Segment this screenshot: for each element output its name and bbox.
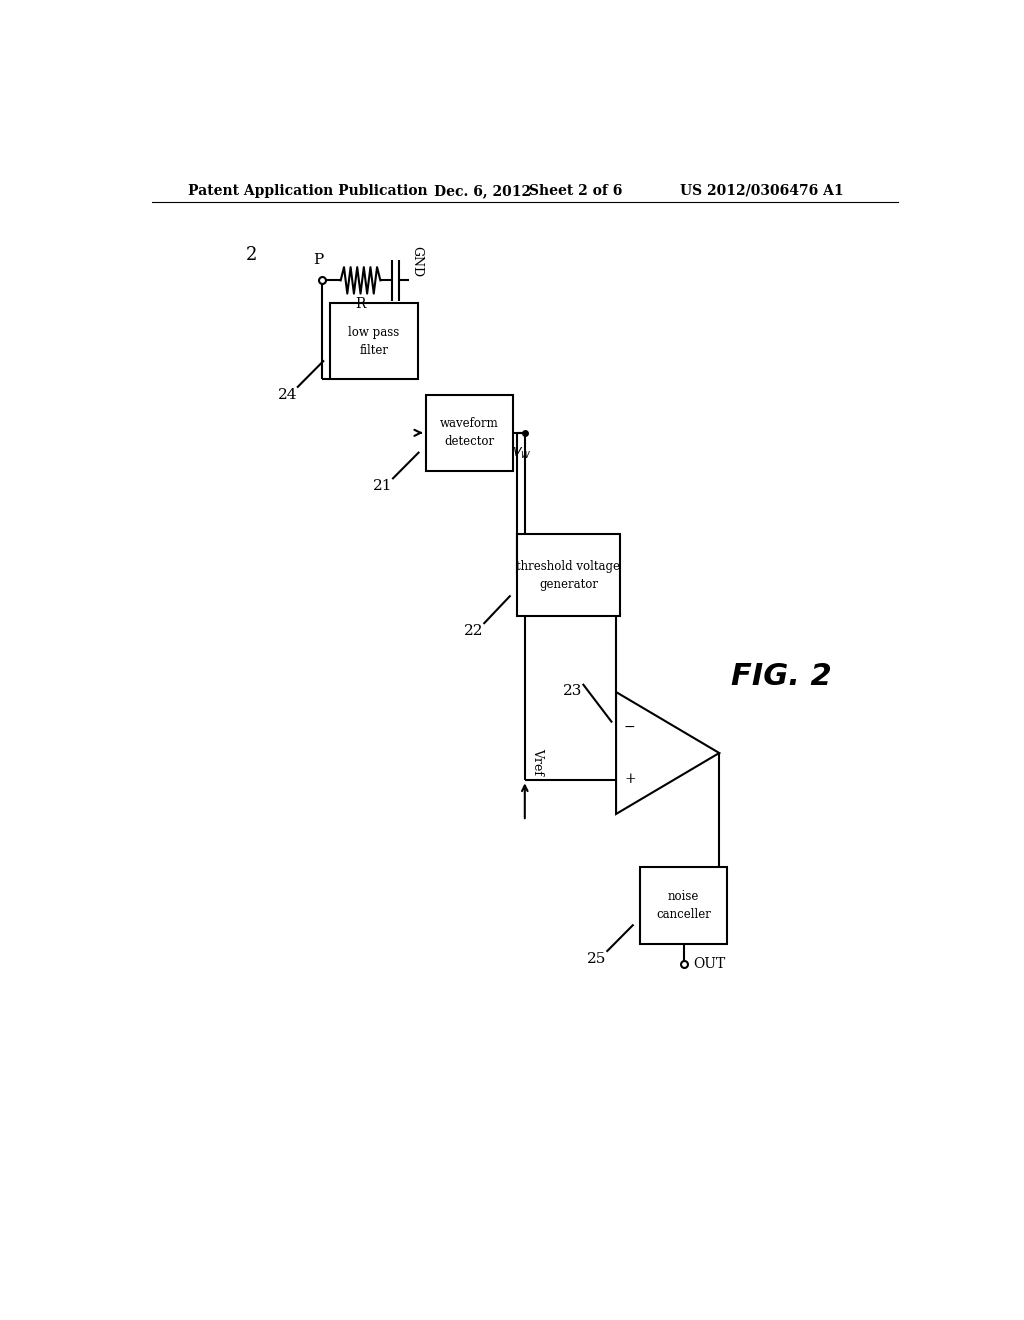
Text: noise
canceller: noise canceller	[656, 890, 711, 921]
Text: +: +	[624, 772, 636, 785]
Text: Patent Application Publication: Patent Application Publication	[187, 183, 427, 198]
Bar	[640, 867, 727, 944]
Bar	[426, 395, 513, 471]
Text: GND: GND	[411, 247, 424, 277]
Text: $V_W$: $V_W$	[512, 446, 531, 461]
Polygon shape	[616, 692, 719, 814]
Text: 22: 22	[464, 624, 483, 638]
Text: 21: 21	[373, 479, 392, 494]
Text: US 2012/0306476 A1: US 2012/0306476 A1	[680, 183, 843, 198]
Bar	[517, 535, 621, 616]
Text: 24: 24	[278, 388, 297, 401]
Text: Vref: Vref	[531, 748, 544, 775]
Text: FIG. 2: FIG. 2	[731, 663, 831, 692]
Text: R: R	[355, 297, 366, 310]
Text: Sheet 2 of 6: Sheet 2 of 6	[528, 183, 623, 198]
Text: 23: 23	[563, 684, 583, 698]
Text: waveform
detector: waveform detector	[440, 417, 499, 449]
Text: Dec. 6, 2012: Dec. 6, 2012	[433, 183, 530, 198]
Text: low pass
filter: low pass filter	[348, 326, 399, 356]
Text: 25: 25	[587, 952, 606, 966]
Text: threshold voltage
generator: threshold voltage generator	[516, 560, 621, 590]
Text: −: −	[624, 721, 636, 734]
Bar	[331, 304, 418, 379]
Text: 2: 2	[246, 246, 257, 264]
Text: P: P	[313, 253, 324, 267]
Text: OUT: OUT	[693, 957, 725, 972]
